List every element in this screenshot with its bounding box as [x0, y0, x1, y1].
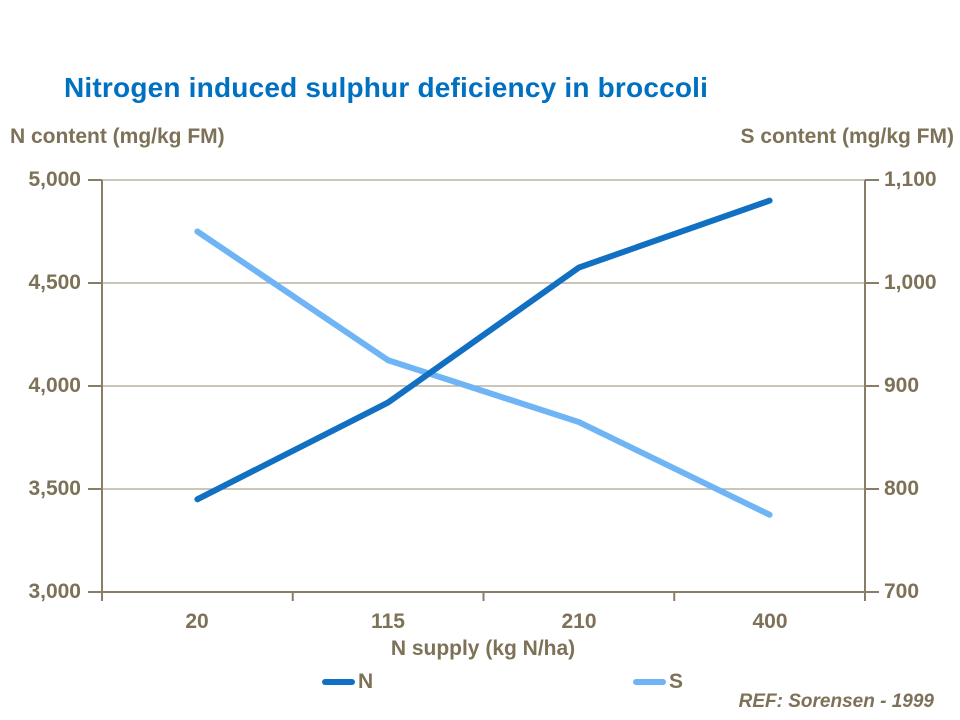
legend-line-s-icon: [633, 679, 666, 685]
legend: N S: [0, 669, 960, 695]
left-axis-title: N content (mg/kg FM): [10, 125, 225, 148]
legend-line-n-icon: [322, 679, 355, 685]
left-ytick-4: 3,000: [28, 580, 81, 603]
left-ytick-0: 5,000: [28, 168, 81, 191]
legend-label-s: S: [669, 670, 684, 693]
legend-item-s: S: [633, 669, 683, 695]
right-ytick-4: 700: [884, 580, 920, 603]
reference-text: REF: Sorensen - 1999: [738, 691, 934, 712]
right-ytick-1: 1,000: [884, 271, 937, 294]
xtick-1: 115: [371, 610, 405, 633]
chart-title: Nitrogen induced sulphur deficiency in b…: [64, 72, 709, 103]
right-axis-title: S content (mg/kg FM): [740, 125, 955, 148]
x-axis-title: N supply (kg N/ha): [390, 637, 576, 660]
xtick-2: 210: [561, 610, 597, 633]
right-ytick-0: 1,100: [884, 168, 937, 191]
xtick-0: 20: [185, 610, 209, 633]
s-series-line: [194, 228, 773, 518]
legend-label-n: N: [358, 670, 374, 693]
right-ytick-3: 800: [884, 477, 920, 500]
n-series-line: [194, 197, 773, 503]
left-ytick-1: 4,500: [28, 271, 81, 294]
right-ytick-2: 900: [884, 374, 920, 397]
xtick-3: 400: [752, 610, 788, 633]
left-ytick-3: 3,500: [28, 477, 81, 500]
left-ytick-2: 4,000: [28, 374, 81, 397]
legend-item-n: N: [322, 669, 373, 695]
